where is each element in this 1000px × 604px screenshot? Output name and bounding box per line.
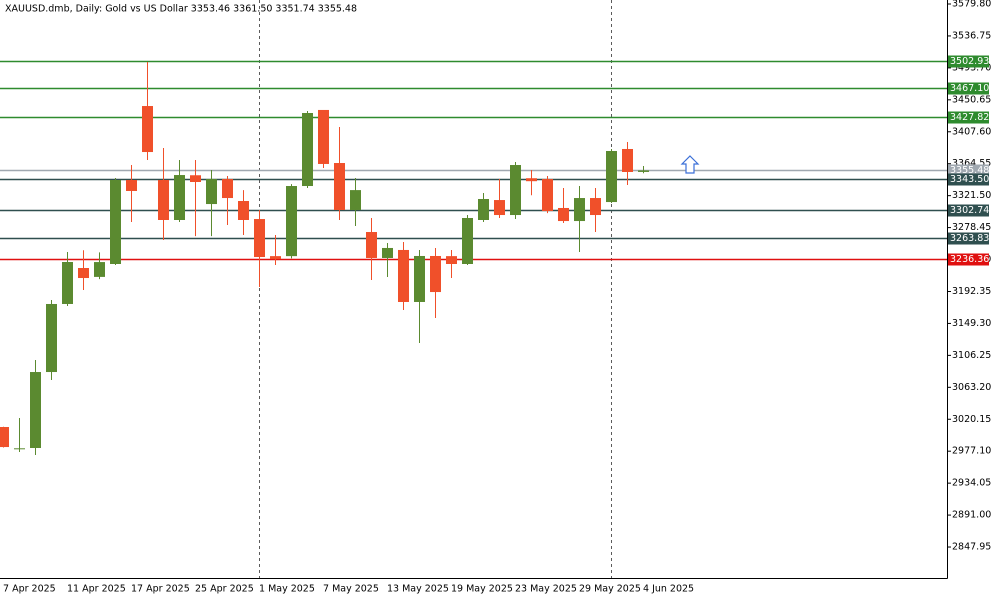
level-label: 3467.10 [950,83,989,94]
level-label-box [948,82,989,95]
candle-body [222,179,233,199]
candle-body [414,255,425,302]
chart-title: XAUUSD.dmb, Daily: Gold vs US Dollar 335… [5,4,357,15]
level-label: 3502.93 [950,56,989,67]
candle-body [526,178,537,182]
candle-body [366,232,377,258]
candle-body [574,198,585,222]
x-tick-label: 23 May 2025 [515,584,577,595]
candle-body [638,170,649,172]
candle-body [254,219,265,258]
candle-body [430,255,441,293]
y-tick-label: 2977.10 [952,446,991,457]
x-tick-label: 1 May 2025 [259,584,315,595]
candle-body [142,106,153,153]
level-label: 3427.82 [950,112,989,123]
y-tick-label: 3278.45 [952,222,991,233]
level-label: 3302.74 [950,205,989,216]
y-tick-label: 3579.80 [952,0,991,10]
candle-body [510,165,521,216]
candle-body [30,372,41,449]
candle-body [494,200,505,216]
candle-body [174,175,185,220]
arrow-icon [680,155,700,174]
level-label: 3355.48 [950,165,989,176]
level-label-box [948,55,989,68]
candle-body [398,249,409,302]
level-label-box [948,173,989,186]
x-tick-label: 7 Apr 2025 [3,584,56,595]
candle-body [110,180,121,264]
candle-body [94,262,105,277]
y-tick-label: 3063.20 [952,382,991,393]
y-tick-label: 2847.95 [952,542,991,553]
candle-body [334,163,345,210]
y-tick-label: 3106.25 [952,350,991,361]
candle-body [46,303,57,373]
candle-body [62,261,73,304]
x-tick-label: 4 Jun 2025 [643,584,694,595]
y-tick-label: 2934.05 [952,478,991,489]
y-tick-label: 3192.35 [952,286,991,297]
candle-body [446,256,457,264]
level-label-box [948,204,989,217]
x-tick-label: 7 May 2025 [323,584,379,595]
candle-body [270,256,281,260]
y-tick-label: 3450.65 [952,94,991,105]
y-tick-label: 3020.15 [952,414,991,425]
level-label: 3343.50 [950,174,989,185]
x-tick-label: 19 May 2025 [451,584,513,595]
candle-body [14,448,25,450]
candle-body [126,180,137,191]
candle-body [606,150,617,203]
candle-body [0,427,9,448]
candle-body [190,175,201,183]
candle-body [590,198,601,216]
y-tick-label: 3321.50 [952,190,991,201]
level-label-box [948,111,989,124]
axes: 3579.80 3536.75 3493.70 3450.65 3407.60 3364.… [3,0,991,595]
y-tick-label: 3493.70 [952,62,991,73]
level-label-box [948,253,989,266]
candle-body [622,148,633,172]
candle-body [318,109,329,164]
candle-body [462,217,473,264]
candle-body [302,113,313,187]
y-tick-label: 3364.55 [952,158,991,169]
candle-body [78,268,89,279]
y-tick-label: 3407.60 [952,126,991,137]
x-tick-label: 29 May 2025 [579,584,641,595]
candle-body [542,179,553,212]
level-label: 3263.83 [950,233,989,244]
x-tick-label: 17 Apr 2025 [131,584,190,595]
candle-body [478,198,489,220]
x-tick-label: 11 Apr 2025 [67,584,126,595]
plot-area [0,0,947,578]
y-tick-label: 3536.75 [952,30,991,41]
candle-body [286,186,297,257]
candle-body [558,207,569,222]
level-label-box [948,232,989,245]
candle-body [382,247,393,258]
x-tick-label: 25 Apr 2025 [195,584,254,595]
candle-body [350,190,361,210]
y-tick-label: 3149.30 [952,318,991,329]
candle-body [206,179,217,205]
x-tick-label: 13 May 2025 [387,584,449,595]
level-label: 3236.36 [950,254,989,265]
candle-body [238,201,249,220]
candle-body [158,180,169,220]
y-tick-label: 2891.00 [952,510,991,521]
